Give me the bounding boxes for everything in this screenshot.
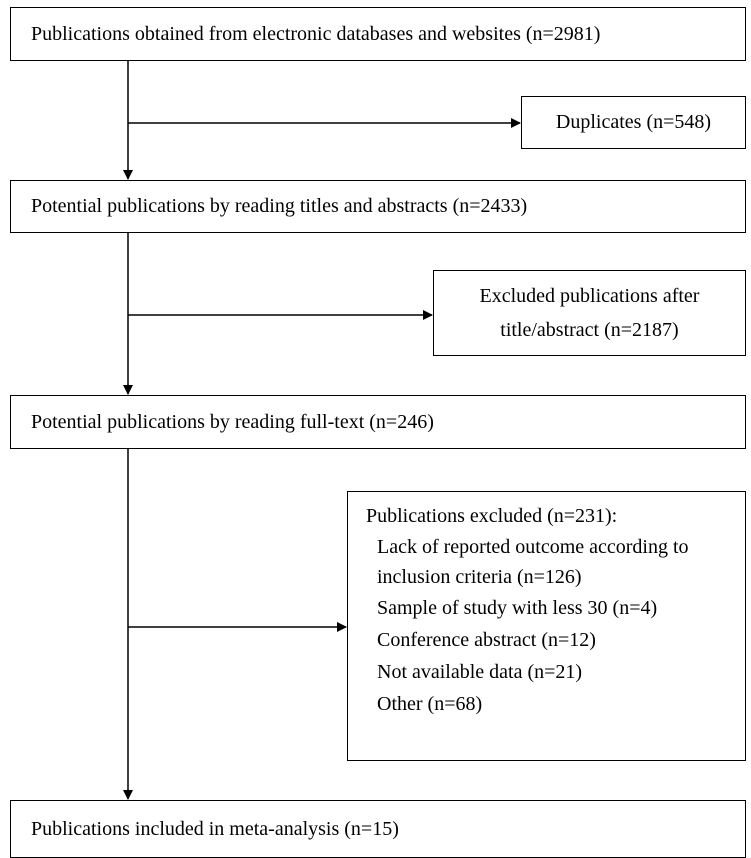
box-title-abstract: Potential publications by reading titles…	[10, 180, 746, 233]
box-included: Publications included in meta-analysis (…	[10, 800, 746, 858]
excluded-full-text-title: Publications excluded (n=231):	[366, 505, 618, 527]
exclusion-reason-item: Not available data (n=21)	[377, 661, 583, 683]
box-title-abstract-text: Potential publications by reading titles…	[31, 195, 528, 217]
box-excluded-title-abstract-line2: title/abstract (n=2187)	[500, 319, 679, 341]
exclusion-reason-item: Conference abstract (n=12)	[377, 629, 596, 651]
box-excluded-full-text: Publications excluded (n=231): Lack of r…	[347, 491, 746, 761]
exclusion-reason-item: Sample of study with less 30 (n=4)	[377, 597, 658, 619]
box-databases-text: Publications obtained from electronic da…	[31, 22, 601, 45]
exclusion-reason-item: Lack of reported outcome according to in…	[377, 536, 689, 588]
box-excluded-title-abstract-line1: Excluded publications after	[479, 285, 700, 307]
box-duplicates-text: Duplicates (n=548)	[555, 111, 712, 133]
exclusion-reason-item: Other (n=68)	[377, 693, 483, 715]
box-databases: Publications obtained from electronic da…	[10, 7, 746, 61]
box-included-text: Publications included in meta-analysis (…	[31, 817, 399, 840]
box-full-text-text: Potential publications by reading full-t…	[31, 410, 434, 433]
box-excluded-title-abstract: Excluded publications after title/abstra…	[433, 270, 746, 356]
box-full-text: Potential publications by reading full-t…	[10, 395, 746, 449]
box-duplicates: Duplicates (n=548)	[521, 96, 746, 149]
